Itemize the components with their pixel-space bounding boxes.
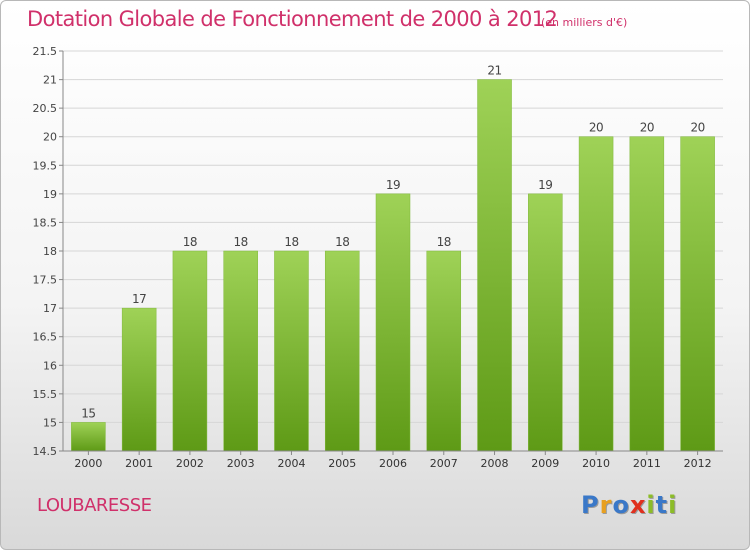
value-label: 19 — [386, 178, 400, 192]
y-tick-label: 21 — [43, 74, 57, 87]
y-tick-label: 17 — [43, 302, 57, 315]
proxiti-logo[interactable]: Proxiti — [581, 491, 677, 519]
x-tick-label: 2011 — [633, 457, 661, 470]
x-tick-label: 2008 — [481, 457, 509, 470]
logo-letter: P — [581, 491, 600, 519]
logo-letter: r — [599, 491, 613, 519]
bars: 15 17 18 18 18 18 19 18 21 19 20 20 20 — [71, 64, 715, 452]
value-label: 18 — [284, 235, 298, 249]
y-tick-label: 15 — [43, 416, 57, 429]
y-tick-label: 19.5 — [33, 159, 58, 172]
x-tick-label: 2012 — [684, 457, 712, 470]
chart-subtitle: (en milliers d'€) — [541, 16, 628, 29]
x-tick-label: 2005 — [328, 457, 356, 470]
axes: 14.5 15 15.5 16 16.5 17 17.5 18 18.5 19 19.5 20 20.5… — [33, 45, 723, 470]
x-tick-label: 2000 — [74, 457, 102, 470]
y-tick-label: 16.5 — [33, 331, 58, 344]
bar-2007 — [426, 250, 462, 452]
bar-2009 — [528, 193, 563, 452]
logo-letter: o — [612, 491, 630, 519]
bar-2000 — [71, 422, 106, 452]
chart-title: Dotation Globale de Fonctionnement de 20… — [27, 7, 558, 31]
value-label: 18 — [437, 235, 451, 249]
bar-2004 — [274, 250, 309, 452]
y-tick-label: 17.5 — [33, 274, 58, 287]
y-tick-label: 19 — [43, 188, 57, 201]
value-label: 15 — [81, 406, 95, 420]
value-label: 18 — [183, 235, 197, 249]
commune-name: LOUBARESSE — [37, 495, 152, 516]
value-label: 18 — [234, 235, 248, 249]
x-tick-label: 2002 — [176, 457, 204, 470]
logo-letter: i — [646, 491, 656, 519]
x-tick-label: 2010 — [582, 457, 610, 470]
y-tick-label: 20.5 — [33, 102, 58, 115]
value-label: 17 — [132, 292, 146, 306]
logo-letter: x — [629, 491, 647, 519]
bar-2002 — [172, 250, 208, 452]
y-tick-label: 16 — [43, 359, 57, 372]
value-label: 20 — [640, 121, 654, 135]
bar-2005 — [324, 250, 360, 452]
value-label: 20 — [589, 121, 603, 135]
bar-2006 — [375, 193, 411, 452]
logo-letter: t — [655, 491, 669, 519]
y-tick-label: 21.5 — [33, 45, 58, 58]
x-tick-label: 2007 — [430, 457, 458, 470]
bar-2003 — [223, 250, 258, 452]
bar-2001 — [121, 307, 157, 452]
bar-2012 — [680, 136, 715, 452]
y-tick-label: 14.5 — [33, 445, 58, 458]
x-tick-label: 2003 — [227, 457, 255, 470]
bar-2011 — [629, 136, 665, 452]
y-tick-label: 18 — [43, 245, 57, 258]
y-tick-label: 18.5 — [33, 216, 58, 229]
y-tick-label: 20 — [43, 131, 57, 144]
x-tick-label: 2004 — [277, 457, 305, 470]
value-label: 18 — [335, 235, 349, 249]
logo-letter: i — [668, 491, 678, 519]
bar-2010 — [578, 136, 614, 452]
y-tick-label: 15.5 — [33, 388, 58, 401]
bar-2008 — [477, 79, 512, 452]
value-label: 19 — [538, 178, 552, 192]
value-label: 21 — [487, 64, 501, 78]
value-label: 20 — [690, 121, 704, 135]
x-tick-label: 2001 — [125, 457, 153, 470]
x-tick-label: 2006 — [379, 457, 407, 470]
x-tick-label: 2009 — [531, 457, 559, 470]
